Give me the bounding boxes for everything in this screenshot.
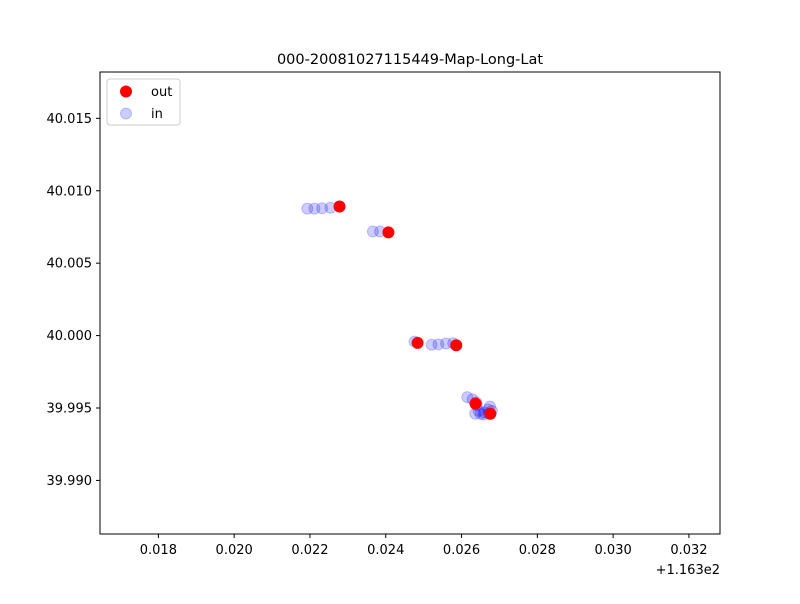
data-point-out: [333, 200, 346, 213]
y-tick-label: 40.010: [47, 184, 93, 199]
x-axis: 0.018 0.020 0.022 0.024 0.026 0.028 0.030 0.032: [140, 534, 708, 558]
data-point-out: [450, 339, 463, 352]
legend-label-out: out: [151, 85, 172, 100]
x-tick-label: 0.028: [519, 543, 556, 558]
data-point-in: [308, 202, 321, 215]
plot-area-frame: [99, 71, 721, 535]
legend-marker-out: [120, 85, 132, 98]
chart-title: 000-20081027115449-Map-Long-Lat: [277, 52, 543, 68]
x-tick-label: 0.024: [367, 543, 404, 558]
x-tick-label: 0.026: [443, 543, 480, 558]
y-tick-label: 40.015: [47, 112, 93, 127]
legend-label-in: in: [151, 107, 163, 122]
y-axis: 39.990 39.995 40.000 40.005 40.010 40.015: [47, 112, 100, 489]
x-tick-label: 0.020: [216, 543, 253, 558]
y-tick-label: 40.000: [47, 329, 93, 344]
data-point-out: [382, 226, 395, 239]
y-tick-label: 39.990: [47, 474, 93, 489]
y-tick-label: 39.995: [47, 402, 93, 417]
x-axis-offset-label: +1.163e2: [656, 563, 720, 578]
data-point-out: [469, 397, 482, 410]
data-point-in: [301, 202, 314, 215]
data-point-in: [316, 202, 329, 215]
x-tick-label: 0.030: [595, 543, 632, 558]
legend: out in: [106, 78, 181, 126]
legend-marker-in: [120, 107, 132, 120]
x-tick-label: 0.018: [140, 543, 177, 558]
data-point-in: [461, 391, 474, 404]
data-points: [301, 200, 498, 421]
x-tick-label: 0.022: [291, 543, 328, 558]
y-tick-label: 40.005: [47, 257, 93, 272]
data-point-in: [432, 338, 445, 351]
data-point-in: [366, 225, 379, 238]
data-point-out: [484, 407, 497, 420]
x-tick-label: 0.032: [670, 543, 707, 558]
data-point-in: [425, 338, 438, 351]
data-point-out: [411, 336, 424, 349]
